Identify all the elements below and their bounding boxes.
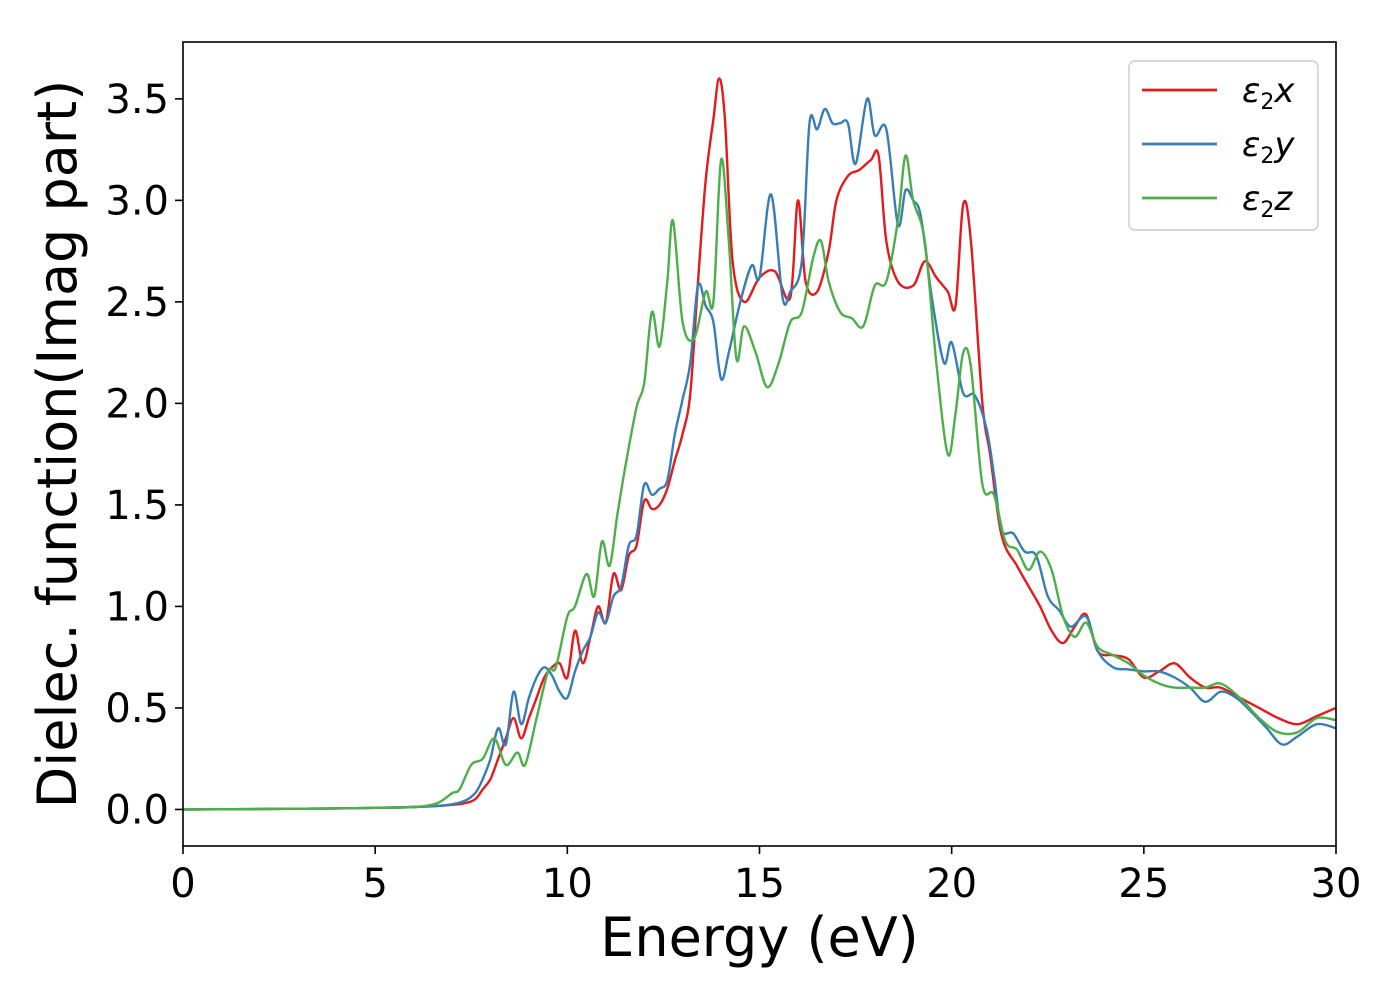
series-layer (182, 77, 1337, 811)
x-axis-ticks: 0 5 10 15 20 25 30 (170, 846, 1361, 907)
x-tick-label: 5 (362, 861, 387, 907)
y-tick-label: 0.5 (105, 686, 169, 732)
legend-box (1128, 60, 1319, 231)
y-tick-label: 3.0 (105, 178, 169, 224)
series-line-y (182, 97, 1337, 811)
x-axis-label: Energy (eV) (600, 906, 919, 969)
series-line-z (182, 154, 1337, 811)
legend-label-y: ε2y (1242, 125, 1295, 169)
x-tick-label: 10 (542, 861, 593, 907)
series-line-x (182, 77, 1337, 811)
x-tick-label: 20 (926, 861, 977, 907)
y-axis-ticks: 0.0 0.5 1.0 1.5 2.0 2.5 3.0 3.5 (105, 77, 183, 833)
legend: ε2x ε2y ε2z (1128, 60, 1319, 231)
x-tick-label: 30 (1311, 861, 1362, 907)
y-tick-label: 1.5 (105, 483, 169, 529)
x-tick-label: 15 (734, 861, 785, 907)
y-tick-label: 3.5 (105, 77, 169, 123)
y-tick-label: 2.0 (105, 381, 169, 427)
y-tick-label: 2.5 (105, 280, 169, 326)
x-tick-label: 0 (170, 861, 195, 907)
legend-label-z: ε2z (1242, 179, 1293, 223)
y-tick-label: 0.0 (105, 787, 169, 833)
legend-label-x: ε2x (1242, 71, 1295, 115)
x-tick-label: 25 (1118, 861, 1169, 907)
y-tick-label: 1.0 (105, 584, 169, 630)
y-axis-label: Dielec. function(Imag part) (26, 80, 89, 809)
